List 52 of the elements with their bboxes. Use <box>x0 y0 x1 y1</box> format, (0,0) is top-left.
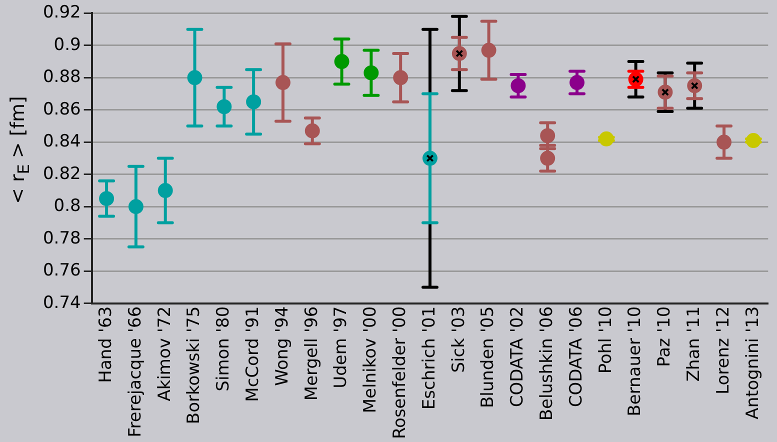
x-tick-label: Eschrich '01 <box>419 306 440 410</box>
x-tick-label: Hand '63 <box>96 306 116 383</box>
x-tick-label: Antognini '13 <box>742 306 763 420</box>
y-tick-label: 0.92 <box>42 2 81 23</box>
x-tick-label: Simon '80 <box>214 306 234 392</box>
y-tick-label: 0.9 <box>54 34 81 55</box>
x-tick-label: CODATA '06 <box>566 306 586 408</box>
point <box>540 128 556 144</box>
x-tick-label: Blunden '05 <box>478 306 498 408</box>
point <box>570 75 585 90</box>
x-tick-label: Udem '97 <box>331 306 352 388</box>
y-tick-label: 0.86 <box>42 99 81 120</box>
x-tick-label: Akimov '72 <box>154 306 175 402</box>
x-tick-label: Mergell '96 <box>302 306 322 401</box>
x-tick-label: CODATA '02 <box>508 306 528 408</box>
x-tick-label: McCord '91 <box>242 306 263 402</box>
x-tick-label: Rosenfelder '00 <box>390 306 410 439</box>
point <box>99 191 114 206</box>
y-tick-label: 0.88 <box>42 67 81 88</box>
point <box>334 54 350 70</box>
y-tick-label: 0.74 <box>42 292 81 313</box>
point <box>540 150 556 166</box>
point <box>364 65 379 80</box>
point <box>393 70 408 86</box>
point <box>481 42 496 58</box>
y-tick-label: 0.76 <box>42 260 81 281</box>
x-tick-label: Zhan '11 <box>684 306 704 382</box>
point <box>510 78 526 94</box>
x-tick-label: Pohl '10 <box>596 306 616 374</box>
x-tick-label: Paz '10 <box>654 306 675 367</box>
point <box>128 199 144 214</box>
point <box>216 99 232 114</box>
point <box>746 133 761 148</box>
point <box>598 131 614 146</box>
point <box>246 94 262 110</box>
x-tick-label: Lorenz '12 <box>713 306 734 394</box>
point <box>158 183 173 198</box>
x-tick-label: Borkowski '75 <box>184 306 204 424</box>
y-tick-label: 0.78 <box>42 228 81 248</box>
x-tick-label: Melnikov '00 <box>360 306 381 414</box>
x-tick-label: Bernauer '10 <box>625 306 646 416</box>
x-tick-label: Frerejacque '66 <box>125 306 146 438</box>
point <box>304 123 320 138</box>
y-tick-label: 0.84 <box>42 132 81 152</box>
point <box>187 70 202 86</box>
y-tick-label: 0.8 <box>54 196 81 216</box>
point <box>716 134 732 150</box>
x-tick-label: Sick '03 <box>448 306 469 373</box>
y-tick-label: 0.82 <box>42 164 81 184</box>
x-tick-label: Belushkin '06 <box>537 306 558 421</box>
x-tick-label: Wong '94 <box>272 306 292 386</box>
point <box>275 75 290 90</box>
